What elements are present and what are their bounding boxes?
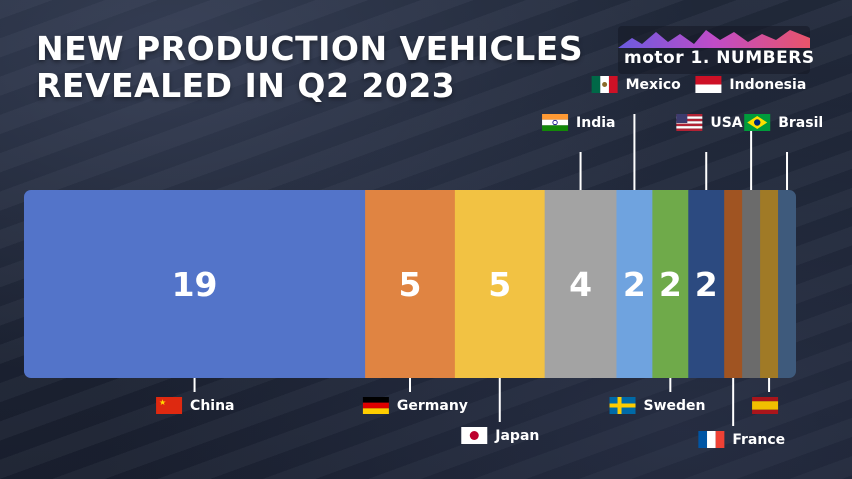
bar-segment-usa: [688, 190, 725, 378]
country-label-japan: Japan: [494, 428, 539, 444]
country-label-sweden: Sweden: [644, 398, 706, 414]
in-flag-icon: [542, 114, 569, 131]
id-flag-icon: [695, 76, 722, 93]
bar-segments: [24, 190, 796, 378]
br-flag-icon: [744, 114, 771, 131]
country-label-usa: USA: [710, 115, 742, 131]
value-label-germany: 5: [399, 265, 422, 304]
value-label-mexico: 2: [623, 265, 646, 304]
us-flag-icon: [676, 114, 703, 131]
bar-segment-china: [24, 190, 366, 378]
mx-flag-icon: [591, 76, 618, 93]
logo-text: motor 1. NUMBERS: [624, 48, 815, 68]
bar-segment-brasil: [778, 190, 796, 378]
value-label-usa: 2: [695, 265, 718, 304]
value-label-china: 19: [172, 265, 218, 304]
se-flag-icon: [609, 397, 636, 414]
bar-segment-france: [724, 190, 743, 378]
country-label-france: France: [732, 432, 785, 448]
fr-flag-icon: [698, 431, 725, 448]
chart-title: NEW PRODUCTION VEHICLES REVEALED IN Q2 2…: [36, 29, 584, 105]
jp-flag-icon: [461, 427, 488, 444]
es-flag-icon: [752, 397, 779, 414]
logo-mountain-graphic: [618, 26, 810, 74]
bar-segment-mexico: [616, 190, 653, 378]
de-flag-icon: [362, 397, 389, 414]
country-label-china: China: [190, 398, 234, 414]
country-label-brasil: Brasil: [778, 115, 823, 131]
bar-segment-indonesia: [742, 190, 761, 378]
country-label-mexico: Mexico: [626, 77, 682, 93]
country-label-indonesia: Indonesia: [729, 77, 806, 93]
svg-text:★: ★: [159, 398, 166, 407]
bar-segment-japan: [454, 190, 546, 378]
value-label-sweden: 2: [659, 265, 682, 304]
bar-segment-india: [544, 190, 617, 378]
country-label-india: India: [576, 115, 615, 131]
motor1-numbers-logo: motor 1. NUMBERS: [618, 26, 814, 74]
country-label-germany: Germany: [397, 398, 468, 414]
bar-segment-germany: [365, 190, 456, 378]
bar-segment-sweden: [652, 190, 689, 378]
value-label-india: 4: [569, 265, 592, 304]
bar-segment-spain: [760, 190, 779, 378]
cn-flag-icon: ★: [156, 397, 183, 414]
value-label-japan: 5: [488, 265, 511, 304]
